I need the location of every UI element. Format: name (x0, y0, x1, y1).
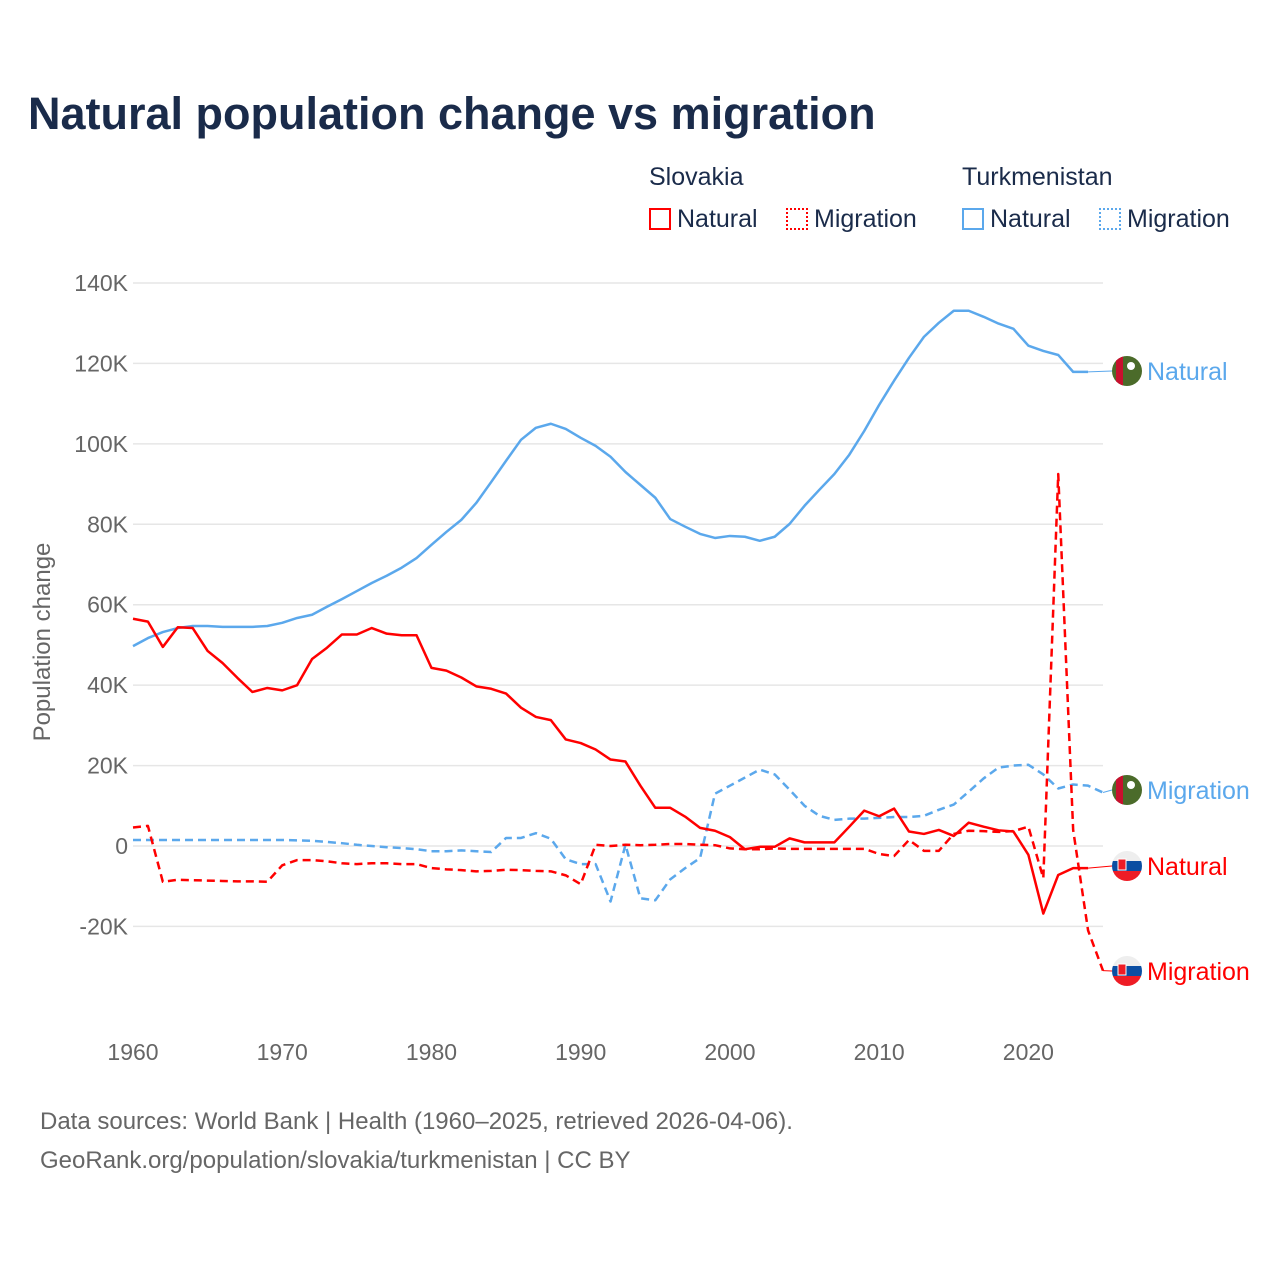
flag-carpet-stripe (1116, 356, 1123, 386)
legend-label: Natural (990, 205, 1071, 233)
legend-label: Migration (814, 205, 917, 233)
y-tick-label: 40K (87, 672, 129, 698)
flag-carpet-stripe (1116, 775, 1123, 805)
legend-turkmenistan-migration[interactable]: Migration (1099, 205, 1230, 234)
flag-crescent (1127, 781, 1135, 789)
y-tick-label: 80K (87, 511, 129, 537)
y-axis-label: Population change (29, 543, 56, 742)
legend-slovakia-natural[interactable]: Natural (649, 205, 758, 234)
flag-body (1112, 775, 1142, 805)
legend-swatch-dotted-blue (1099, 208, 1121, 230)
y-tick-label: 120K (74, 350, 128, 376)
legend-label: Natural (677, 205, 758, 233)
flag-stripe-red (1112, 976, 1142, 986)
y-tick-label: 60K (87, 592, 129, 618)
legend-swatch-dotted-red (786, 208, 808, 230)
x-tick-label: 1970 (257, 1039, 308, 1065)
flag-emblem (1117, 858, 1127, 871)
series-end-label: Migration (1147, 777, 1250, 805)
flag-emblem (1117, 963, 1127, 976)
series-end-label: Migration (1147, 958, 1250, 986)
flag-stripe-blue (1112, 861, 1142, 871)
flag-stripe-white (1112, 956, 1142, 966)
y-tick-label: 20K (87, 753, 129, 779)
legend-swatch-solid-red (649, 208, 671, 230)
legend-slovakia-migration[interactable]: Migration (786, 205, 917, 234)
flag-stripe-blue (1112, 966, 1142, 976)
slovakia-flag-icon (1112, 956, 1142, 986)
legend-country-turkmenistan: Turkmenistan (962, 163, 1113, 191)
legend-turkmenistan-natural[interactable]: Natural (962, 205, 1071, 234)
series-line-slovakia-natural (132, 617, 1089, 915)
x-tick-label: 1980 (406, 1039, 457, 1065)
flag-body (1112, 956, 1142, 986)
flag-body (1112, 851, 1142, 881)
footer-url: GeoRank.org/population/slovakia/turkmeni… (40, 1147, 631, 1174)
legend-swatch-solid-blue (962, 208, 984, 230)
flag-crescent (1127, 362, 1135, 370)
legend-country-slovakia: Slovakia (649, 163, 744, 191)
flag-stripe-red (1112, 871, 1142, 881)
y-tick-label: 140K (74, 270, 128, 296)
label-connector (1088, 865, 1113, 869)
y-tick-label: 100K (74, 431, 128, 457)
label-connector (1088, 370, 1113, 373)
chart-title: Natural population change vs migration (28, 88, 876, 139)
x-tick-label: 2010 (854, 1039, 905, 1065)
series-end-label: Natural (1147, 853, 1228, 881)
label-connector (1102, 789, 1113, 793)
x-tick-label: 2000 (704, 1039, 755, 1065)
series-line-turkmenistan-migration (133, 763, 1104, 903)
series-end-label: Natural (1147, 358, 1228, 386)
legend-label: Migration (1127, 205, 1230, 233)
x-tick-label: 1990 (555, 1039, 606, 1065)
series-line-slovakia-migration (132, 472, 1105, 972)
y-tick-label: 0 (115, 833, 128, 859)
slovakia-flag-icon (1112, 851, 1142, 881)
y-tick-label: -20K (79, 913, 128, 939)
turkmenistan-flag-icon (1112, 356, 1142, 386)
footer-sources: Data sources: World Bank | Health (1960–… (40, 1108, 793, 1135)
flag-body (1112, 356, 1142, 386)
turkmenistan-flag-icon (1112, 775, 1142, 805)
x-tick-label: 1960 (107, 1039, 158, 1065)
series-line-turkmenistan-natural (132, 309, 1089, 648)
x-tick-label: 2020 (1003, 1039, 1054, 1065)
flag-stripe-white (1112, 851, 1142, 861)
